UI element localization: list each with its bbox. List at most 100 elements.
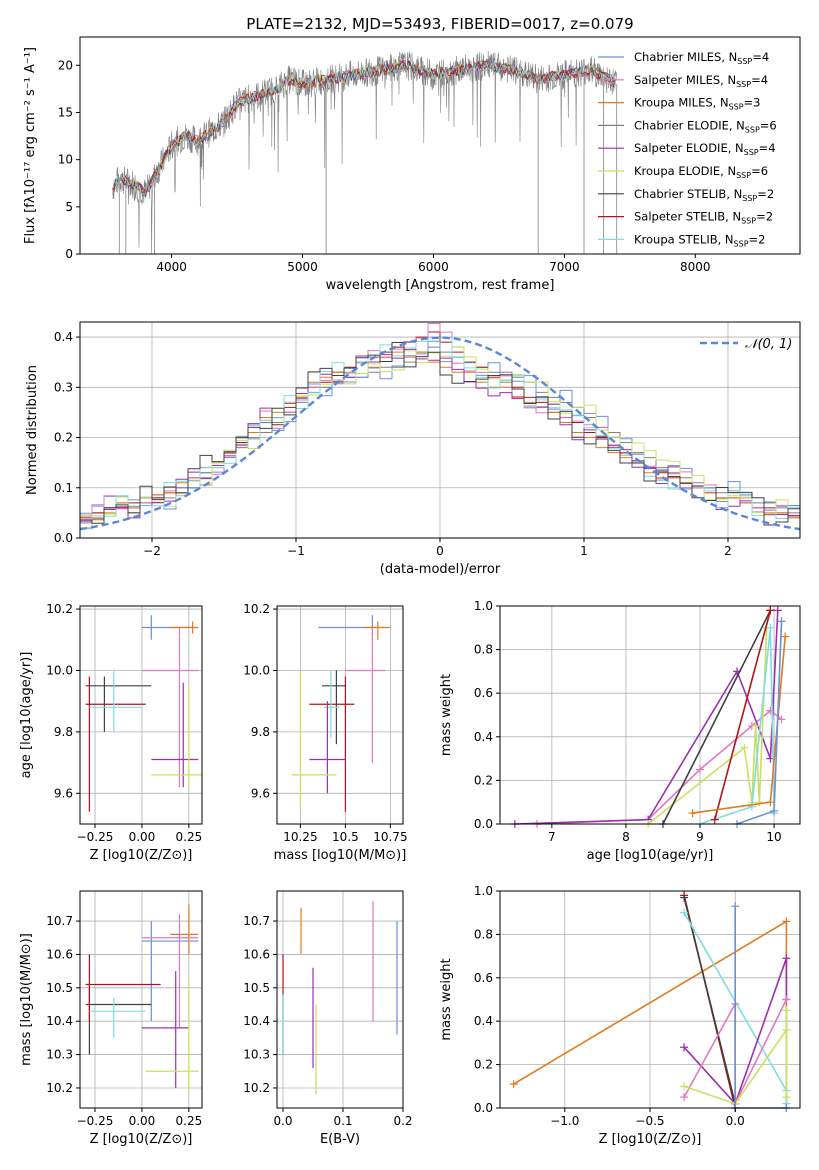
y-tick-label: 9.6 xyxy=(251,786,270,800)
x-tick-label: 5000 xyxy=(287,260,318,274)
axes-frame xyxy=(79,36,801,255)
y-tick-label: 10.3 xyxy=(243,1048,270,1062)
y-axis-label: mass weight xyxy=(439,674,454,756)
y-tick-label: 9.6 xyxy=(54,786,73,800)
x-tick-label: 0.25 xyxy=(176,1114,203,1128)
y-tick-label: 0.0 xyxy=(474,1101,493,1115)
y-tick-label: 0.4 xyxy=(474,730,493,744)
x-tick-label: 0.0 xyxy=(273,1114,292,1128)
mass-weight-marker xyxy=(688,809,697,818)
y-tick-label: 10.5 xyxy=(243,981,270,995)
x-tick-label: 6000 xyxy=(418,260,449,274)
mass-weight-line xyxy=(683,958,788,1106)
y-tick-label: 9.8 xyxy=(251,725,270,739)
y-axis-label: Normed distribution xyxy=(25,365,40,495)
age-vs-Z-plot-area xyxy=(85,615,202,812)
x-tick-label: 4000 xyxy=(156,260,187,274)
legend-label: Salpeter ELODIE, NSSP=4 xyxy=(634,141,776,157)
mass-weight-line xyxy=(662,610,772,825)
mass-weight-marker xyxy=(782,1006,791,1015)
y-tick-label: 0.0 xyxy=(54,531,73,545)
x-tick-label: 10.25 xyxy=(283,830,317,844)
legend-label: Salpeter MILES, NSSP=4 xyxy=(634,73,768,89)
residual-histogram-series xyxy=(80,341,800,526)
mass-weight-marker xyxy=(680,1043,689,1052)
y-axis-label: age [log10(age/yr)] xyxy=(19,652,34,779)
x-tick-label: 0.2 xyxy=(393,1114,412,1128)
residual-distribution-panel: 𝒩(0, 1) −2 −1 0 1 2 0.0 0.1 0.2 0.3 0.4 (data-model… xyxy=(25,321,801,577)
mass-vs-Z-grid xyxy=(80,891,202,1108)
mass-weight-marker xyxy=(782,917,791,926)
mass-weight-marker xyxy=(731,902,740,911)
y-tick-label: 10.7 xyxy=(46,914,73,928)
mass-vs-Z-plot-area xyxy=(85,904,199,1095)
y-tick-label: 10 xyxy=(58,153,73,167)
x-tick-label: 10.75 xyxy=(373,830,407,844)
legend-label: 𝒩(0, 1) xyxy=(745,337,792,352)
mass-weight-vs-age-grid xyxy=(500,605,800,825)
mass-weight-marker xyxy=(680,1093,689,1102)
mass-weight-marker xyxy=(777,617,786,626)
figure-title: PLATE=2132, MJD=53493, FIBERID=0017, z=0… xyxy=(246,15,633,33)
x-tick-label: −1.0 xyxy=(550,1114,579,1128)
x-tick-label: 0.00 xyxy=(129,1114,156,1128)
mass-weight-marker xyxy=(782,995,791,1004)
y-tick-label: 1.0 xyxy=(474,599,493,613)
y-tick-label: 0.8 xyxy=(474,643,493,657)
mass-weight-marker xyxy=(781,632,790,641)
y-tick-label: 0.6 xyxy=(474,971,493,985)
mass-weight-vs-age-plot-area xyxy=(510,606,790,828)
residual-distribution-plot-area: 𝒩(0, 1) xyxy=(79,322,801,531)
y-tick-label: 20 xyxy=(58,58,73,72)
axes-frame xyxy=(499,605,801,825)
mass-weight-line xyxy=(683,897,736,1104)
residual-histogram-series xyxy=(80,337,800,530)
y-tick-label: 0.2 xyxy=(474,1058,493,1072)
y-tick-label: 10.2 xyxy=(243,1081,270,1095)
x-tick-label: 2 xyxy=(724,544,732,558)
model-spectrum-line xyxy=(112,60,616,196)
y-tick-label: 10.2 xyxy=(243,602,270,616)
mass-weight-marker xyxy=(777,715,786,724)
x-tick-label: 0.0 xyxy=(726,1114,745,1128)
mass-weight-marker xyxy=(740,743,749,752)
legend-label: Chabrier MILES, NSSP=4 xyxy=(634,50,769,66)
mass-weight-marker xyxy=(509,1080,518,1089)
legend-label: Kroupa ELODIE, NSSP=6 xyxy=(634,164,768,180)
mass-weight-vs-Z-panel: −1.0 −0.5 0.0 0.0 0.2 0.4 0.6 0.8 1.0 Z [log10(Z/… xyxy=(439,884,801,1147)
x-axis-label: mass [log10(M/M⊙)] xyxy=(274,848,407,863)
mass-weight-line xyxy=(647,627,768,825)
x-tick-label: 10.5 xyxy=(332,830,359,844)
axes-frame xyxy=(79,605,203,825)
mass-weight-line xyxy=(536,709,782,825)
mass-weight-marker xyxy=(747,802,756,811)
x-axis-label: age [log10(age/yr)] xyxy=(587,848,714,863)
y-tick-label: 10.4 xyxy=(46,1014,73,1028)
x-tick-label: 1 xyxy=(580,544,588,558)
model-spectrum-line xyxy=(112,60,616,196)
mass-vs-ebv-panel: 0.0 0.1 0.2 10.2 10.3 10.4 10.5 10.6 10.7 E(B-V) xyxy=(243,890,413,1147)
spectrum-panel: Chabrier MILES, NSSP=4 Salpeter MILES, NS… xyxy=(23,36,801,293)
mass-weight-marker xyxy=(782,1025,791,1034)
x-tick-label: −2 xyxy=(143,544,161,558)
y-tick-label: 1.0 xyxy=(474,884,493,898)
y-tick-label: 10.7 xyxy=(243,914,270,928)
age-vs-mass-panel: 10.25 10.5 10.75 9.6 9.8 10.0 10.2 mass [log10(… xyxy=(243,602,407,863)
y-tick-label: 0.4 xyxy=(54,330,73,344)
age-vs-mass-plot-area xyxy=(291,615,391,812)
mass-weight-marker xyxy=(782,954,791,963)
spectrum-lines xyxy=(112,50,618,254)
mass-weight-marker xyxy=(755,798,764,807)
y-tick-label: 10.0 xyxy=(46,663,73,677)
mass-weight-marker xyxy=(751,721,760,730)
mass-vs-Z-panel: −0.25 0.00 0.25 10.2 10.3 10.4 10.5 10.6 10.7 Z [… xyxy=(19,890,203,1147)
legend-label: Chabrier STELIB, NSSP=2 xyxy=(634,187,774,203)
spectrum-plot-area: Chabrier MILES, NSSP=4 Salpeter MILES, NS… xyxy=(112,50,777,254)
mass-weight-marker xyxy=(680,908,689,917)
x-tick-label: −0.25 xyxy=(77,830,114,844)
x-tick-label: 8000 xyxy=(680,260,711,274)
axes-frame xyxy=(276,890,404,1109)
x-tick-label: 0.1 xyxy=(333,1114,352,1128)
y-tick-label: 10.0 xyxy=(243,663,270,677)
